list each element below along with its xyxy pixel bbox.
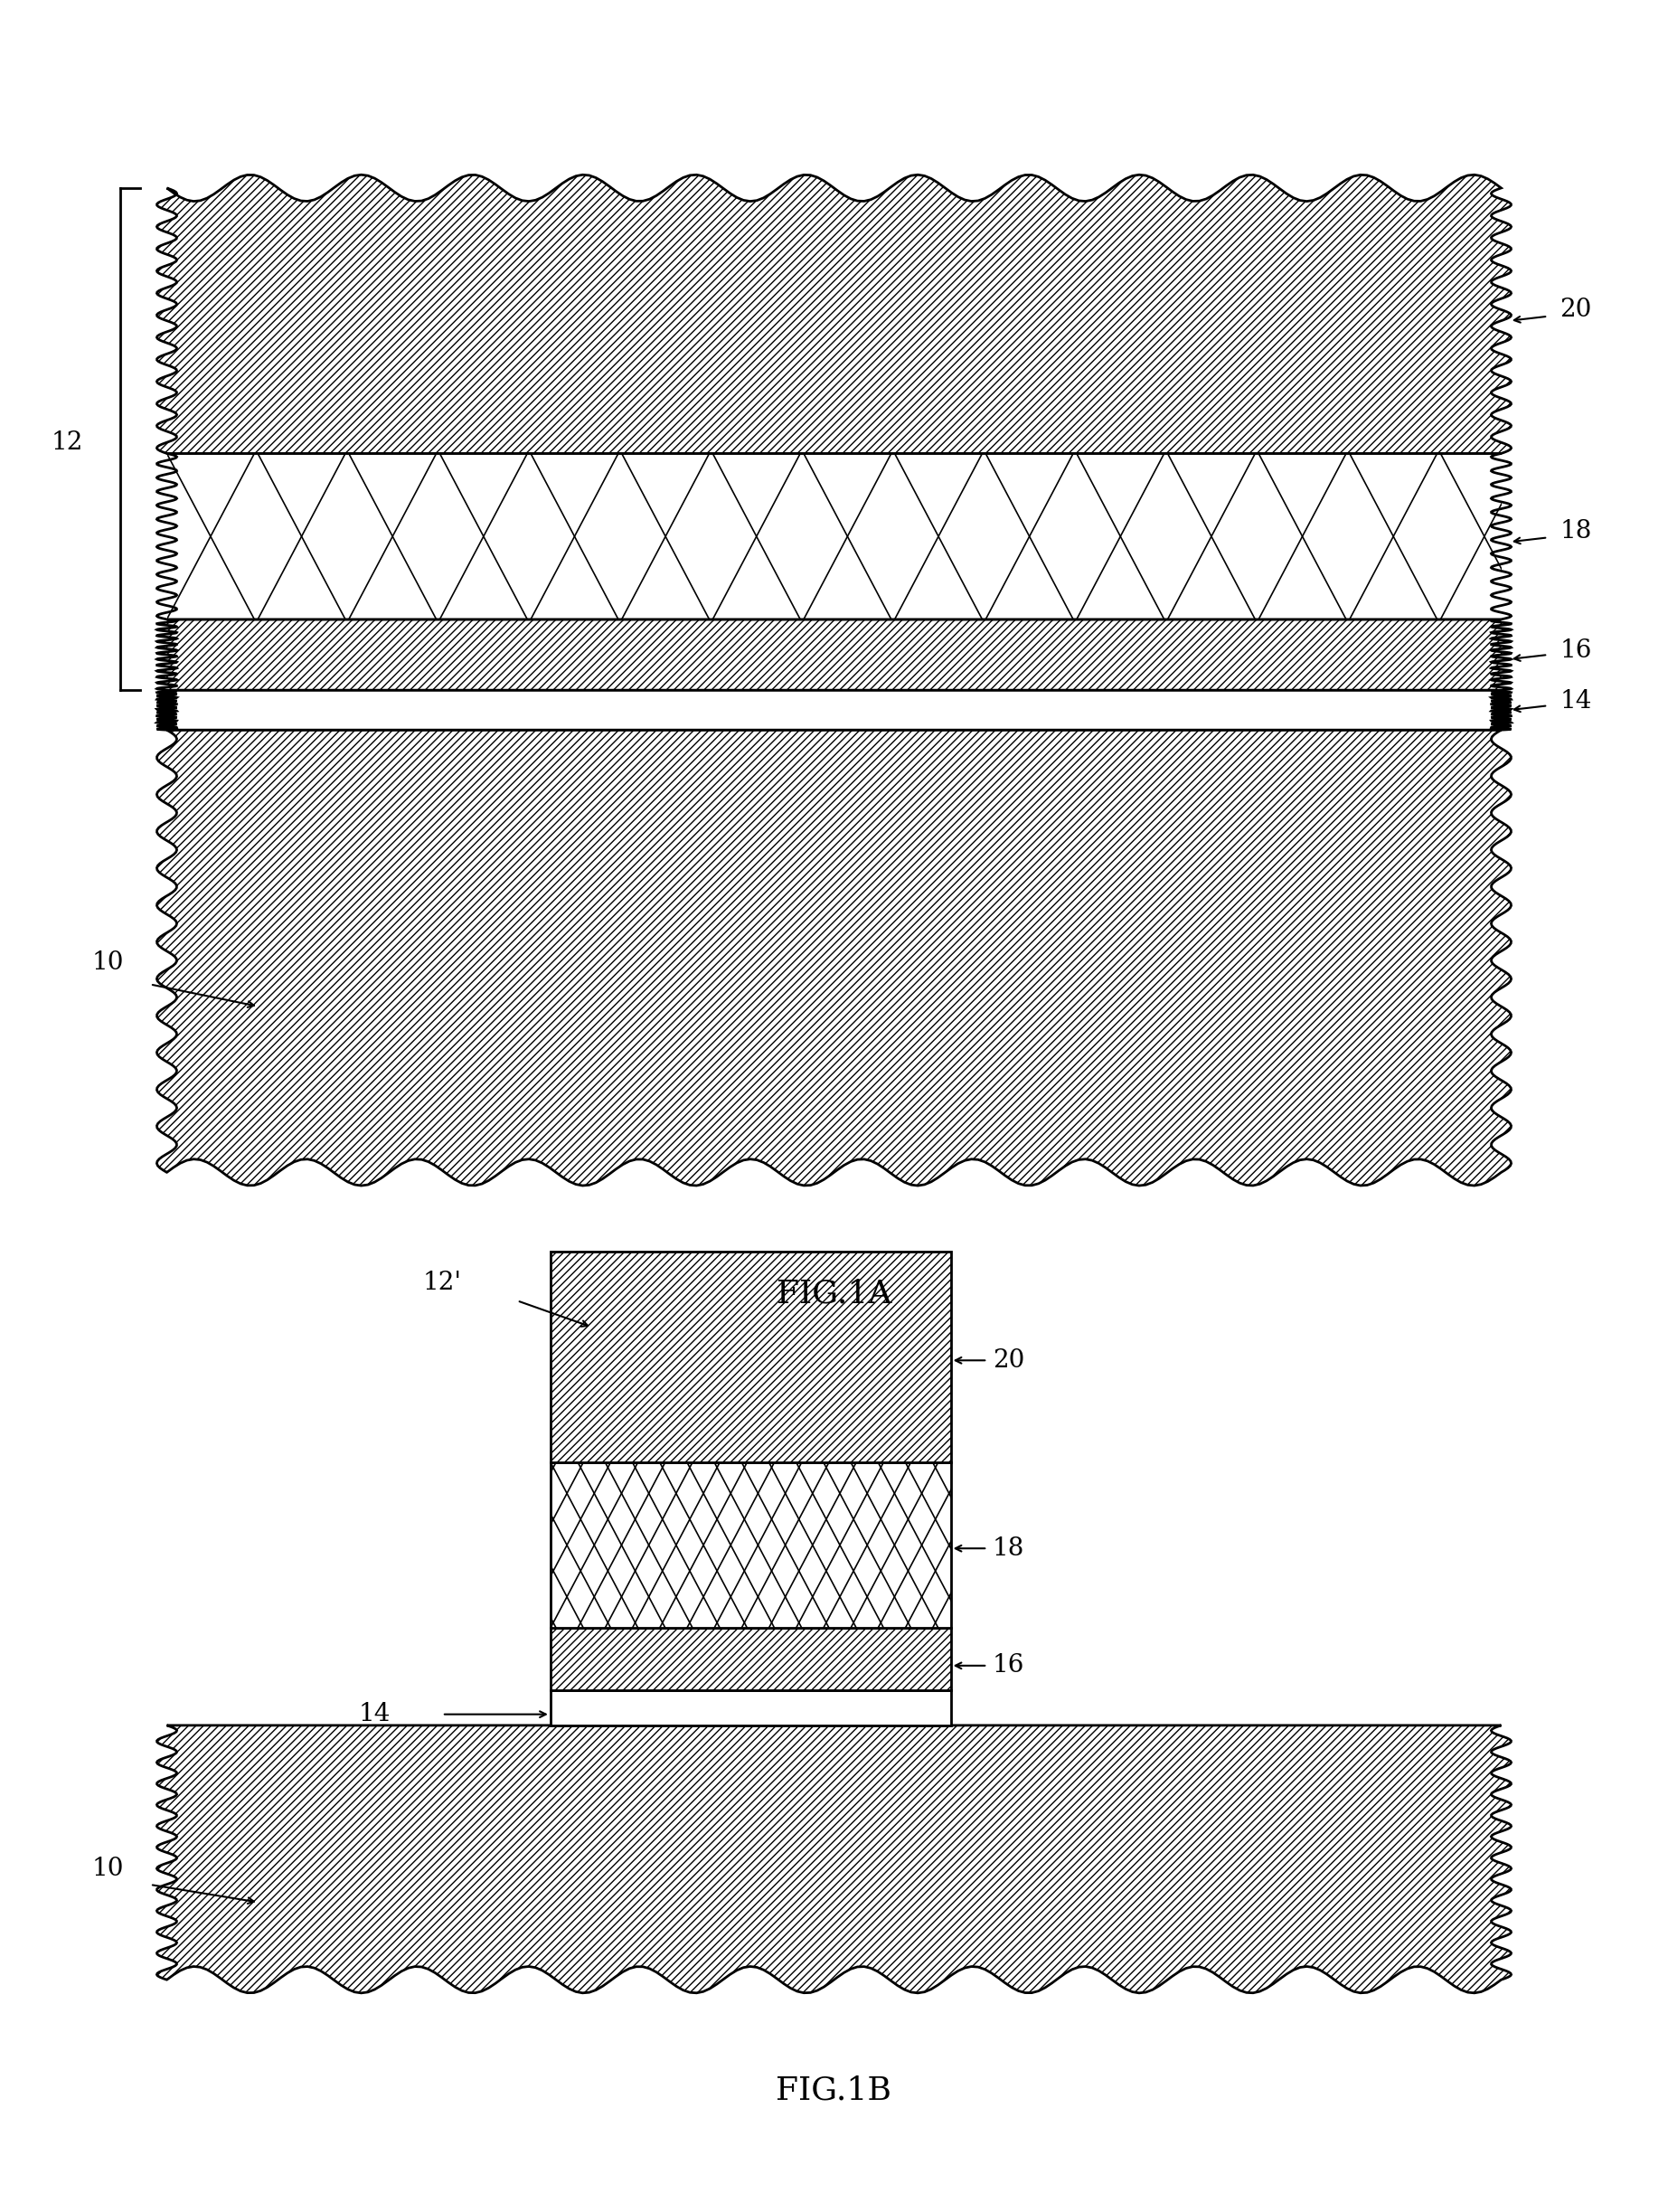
Text: 18: 18 xyxy=(1560,518,1591,544)
Text: 12: 12 xyxy=(50,429,83,456)
Text: 14: 14 xyxy=(1560,688,1591,714)
Text: 16: 16 xyxy=(1560,637,1591,664)
Polygon shape xyxy=(157,619,1511,690)
Text: 20: 20 xyxy=(1560,296,1591,323)
Text: 12': 12' xyxy=(422,1270,462,1296)
Polygon shape xyxy=(550,1690,951,1725)
Text: 10: 10 xyxy=(92,1856,123,1882)
Polygon shape xyxy=(157,690,1511,730)
Text: 18: 18 xyxy=(992,1535,1024,1562)
Text: 16: 16 xyxy=(992,1652,1024,1679)
Text: 14: 14 xyxy=(359,1701,390,1728)
Text: 20: 20 xyxy=(992,1347,1024,1374)
Text: 10: 10 xyxy=(92,949,123,975)
Polygon shape xyxy=(550,1462,951,1628)
Polygon shape xyxy=(157,1725,1511,1993)
Polygon shape xyxy=(157,453,1511,619)
Text: FIG.1A: FIG.1A xyxy=(776,1279,892,1310)
Polygon shape xyxy=(550,1628,951,1690)
Polygon shape xyxy=(550,1252,951,1462)
Bar xyxy=(550,1462,951,1628)
Text: FIG.1B: FIG.1B xyxy=(776,2075,892,2106)
Polygon shape xyxy=(157,175,1511,453)
Bar xyxy=(167,453,1501,619)
Polygon shape xyxy=(157,730,1511,1186)
